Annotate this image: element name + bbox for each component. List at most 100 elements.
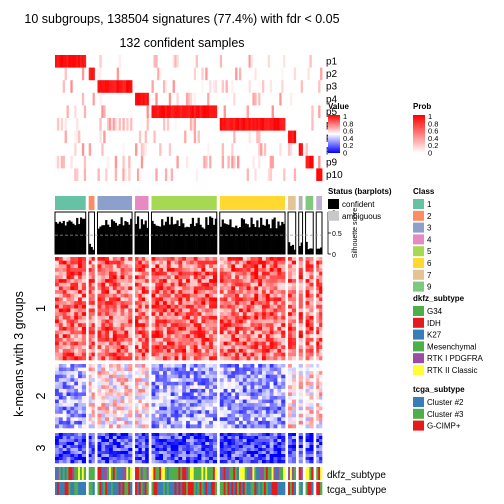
annotation-cell [128,482,131,495]
class-cell [151,196,217,210]
prob-cell [180,105,183,118]
prob-cell [182,105,185,118]
heatmap-cell [197,381,202,386]
heatmap-cell [305,301,310,306]
silhouette-bar [101,225,104,254]
heatmap-cell [174,279,179,284]
heatmap-cell [186,454,191,458]
heatmap-cell [258,323,263,328]
heatmap-cell [91,374,95,379]
heatmap-cell [170,297,175,302]
heatmap-cell [128,264,133,269]
heatmap-cell [316,330,320,335]
heatmap-cell [219,315,224,320]
heatmap-cell [128,457,133,461]
heatmap-cell [269,304,274,309]
heatmap-cell [170,388,175,393]
heatmap-cell [219,442,224,446]
heatmap-cell [105,433,110,437]
heatmap-cell [219,406,224,411]
heatmap-cell [231,445,236,449]
heatmap-cell [189,381,195,386]
heatmap-cell [262,385,267,390]
heatmap-cell [182,268,187,273]
annotation-cell [320,482,323,495]
prob-cell [159,105,162,118]
annotation-cell [256,467,259,480]
heatmap-cell [227,445,232,449]
heatmap-cell [159,356,164,361]
heatmap-cell [124,275,129,280]
probability-heatmap [55,55,323,181]
heatmap-cell [112,279,117,284]
heatmap-cell [74,420,79,425]
heatmap-cell [182,345,187,350]
heatmap-cell [201,399,206,404]
heatmap-cell [62,352,67,357]
heatmap-cell [309,334,314,339]
heatmap-cell [273,326,278,331]
heatmap-cell [209,457,214,461]
heatmap-cell [197,334,202,339]
heatmap-cell [105,323,110,328]
heatmap-cell [97,282,102,287]
heatmap-cell [262,364,267,368]
heatmap-cell [151,399,156,404]
annotation-cell [144,482,147,495]
heatmap-cell [182,286,187,291]
heatmap-cell [178,264,183,269]
heatmap-cell [105,308,110,313]
heatmap-cell [78,268,83,273]
heatmap-cell [109,326,114,331]
heatmap-cell [193,341,198,346]
heatmap-cell [242,260,247,265]
heatmap-cell [298,420,303,425]
heatmap-cell [291,439,297,443]
heatmap-cell [70,442,75,446]
heatmap-cell [238,378,244,383]
heatmap-cell [227,385,232,390]
heatmap-cell [305,315,310,320]
prob-cell [311,105,314,118]
heatmap-cell [166,399,171,404]
annotation-cell [66,482,69,495]
heatmap-cell [209,396,214,400]
heatmap-cell [182,271,187,276]
heatmap-cell [124,282,129,287]
heatmap-cell [231,304,236,309]
heatmap-cell [250,448,255,452]
heatmap-cell [262,454,267,458]
heatmap-cell [186,364,191,368]
heatmap-cell [58,301,63,306]
heatmap-cell [81,330,87,335]
heatmap-cell [97,304,102,309]
heatmap-cell [120,297,125,302]
heatmap-cell [235,319,240,324]
silhouette-bar [186,226,189,254]
heatmap-cell [166,297,171,302]
heatmap-cell [66,374,71,379]
heatmap-cell [309,260,314,265]
heatmap-cell [159,436,164,440]
heatmap-cell [105,260,110,265]
heatmap-cell [265,275,270,280]
heatmap-cell [246,286,251,291]
prob-cell [201,155,204,169]
heatmap-cell [265,413,270,418]
heatmap-cell [186,396,191,400]
heatmap-cell [201,406,206,411]
heatmap-cell [109,319,114,324]
heatmap-cell [151,381,156,386]
heatmap-cell [231,385,236,390]
heatmap-cell [189,374,195,379]
heatmap-cell [219,323,224,328]
heatmap-cell [212,403,218,407]
heatmap-cell [151,367,156,372]
heatmap-cell [254,460,259,464]
heatmap-cell [112,381,117,386]
heatmap-cell [112,413,117,418]
heatmap-cell [166,315,171,320]
heatmap-cell [254,341,259,346]
heatmap-cell [97,286,102,291]
heatmap-cell [151,442,156,446]
